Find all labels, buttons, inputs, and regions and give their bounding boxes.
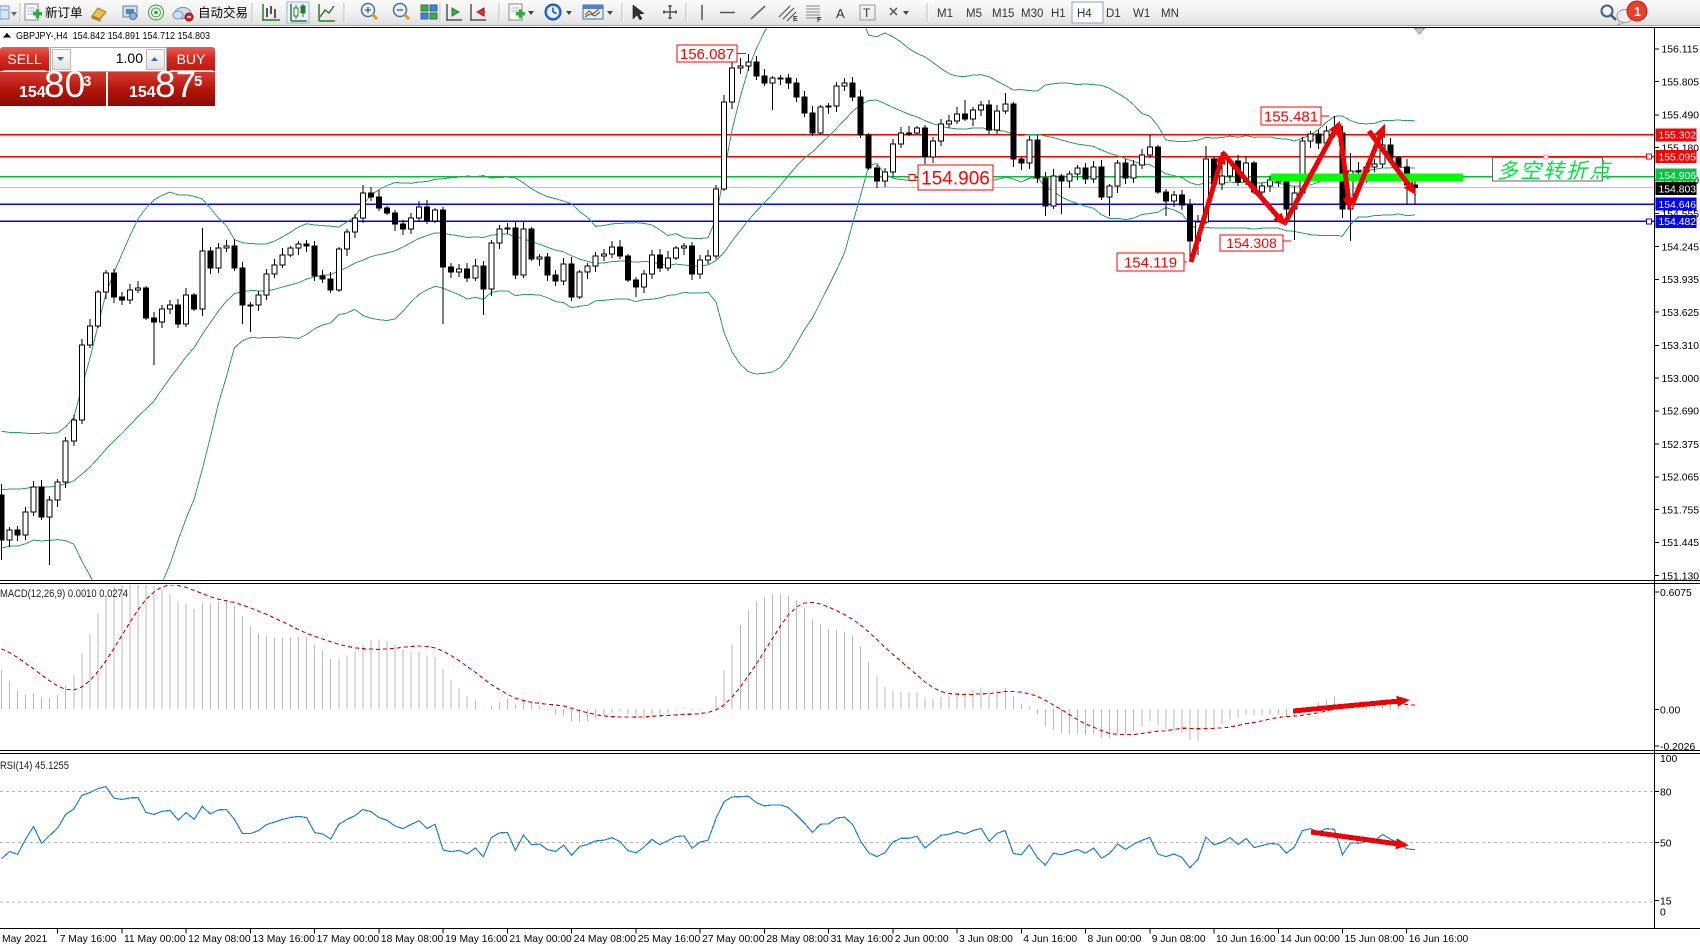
svg-text:155.095: 155.095 bbox=[1659, 152, 1697, 163]
svg-text:新订单: 新订单 bbox=[45, 5, 83, 20]
svg-text:W1: W1 bbox=[1133, 8, 1150, 20]
svg-text:100: 100 bbox=[1660, 754, 1678, 765]
svg-text:11 May 00:00: 11 May 00:00 bbox=[124, 934, 186, 945]
svg-text:80: 80 bbox=[1660, 788, 1672, 799]
svg-text:4 Jun 16:00: 4 Jun 16:00 bbox=[1023, 934, 1077, 945]
svg-text:15 Jun 08:00: 15 Jun 08:00 bbox=[1345, 934, 1405, 945]
svg-text:E: E bbox=[793, 16, 798, 23]
svg-text:GBPJPY-,H4 154.842 154.891 15: GBPJPY-,H4 154.842 154.891 154.712 154.8… bbox=[16, 31, 210, 42]
svg-text:154.482: 154.482 bbox=[1659, 217, 1697, 228]
svg-text:28 May 08:00: 28 May 08:00 bbox=[766, 934, 829, 945]
svg-text:A: A bbox=[836, 6, 845, 21]
svg-text:154.870: 154.870 bbox=[1662, 176, 1700, 187]
svg-text:M15: M15 bbox=[992, 8, 1014, 20]
svg-text:27 May 00:00: 27 May 00:00 bbox=[702, 934, 765, 945]
svg-text:16 Jun 16:00: 16 Jun 16:00 bbox=[1409, 934, 1469, 945]
svg-text:152.690: 152.690 bbox=[1662, 407, 1700, 418]
svg-text:155.481: 155.481 bbox=[1264, 108, 1318, 125]
svg-text:MACD(12,26,9) 0.0010 0.0274: MACD(12,26,9) 0.0010 0.0274 bbox=[0, 588, 128, 600]
svg-text:8 Jun 00:00: 8 Jun 00:00 bbox=[1088, 934, 1142, 945]
svg-text:9 Jun 08:00: 9 Jun 08:00 bbox=[1152, 934, 1206, 945]
svg-text:0.6075: 0.6075 bbox=[1660, 588, 1692, 599]
svg-text:多空转折点: 多空转折点 bbox=[1497, 160, 1612, 183]
svg-text:14 Jun 00:00: 14 Jun 00:00 bbox=[1280, 934, 1340, 945]
svg-text:153.935: 153.935 bbox=[1662, 275, 1700, 286]
svg-text:156.115: 156.115 bbox=[1662, 45, 1699, 56]
svg-text:17 May 00:00: 17 May 00:00 bbox=[317, 934, 380, 945]
svg-text:154.245: 154.245 bbox=[1662, 242, 1700, 253]
svg-text:151.130: 151.130 bbox=[1662, 571, 1700, 582]
svg-text:M5: M5 bbox=[966, 8, 982, 20]
svg-text:2 Jun 00:00: 2 Jun 00:00 bbox=[895, 934, 949, 945]
svg-text:7 May 16:00: 7 May 16:00 bbox=[60, 934, 117, 945]
svg-text:F: F bbox=[817, 17, 822, 24]
svg-text:15: 15 bbox=[1660, 897, 1672, 908]
svg-text:154.646: 154.646 bbox=[1659, 200, 1697, 211]
svg-text:151.445: 151.445 bbox=[1662, 538, 1700, 549]
svg-text:RSI(14) 45.1255: RSI(14) 45.1255 bbox=[0, 760, 69, 772]
svg-text:M1: M1 bbox=[937, 8, 953, 20]
svg-text:154.906: 154.906 bbox=[1659, 171, 1697, 182]
svg-text:156.087: 156.087 bbox=[680, 46, 734, 63]
svg-text:M30: M30 bbox=[1021, 8, 1043, 20]
svg-text:151.755: 151.755 bbox=[1662, 505, 1700, 516]
svg-text:21 May 00:00: 21 May 00:00 bbox=[509, 934, 572, 945]
svg-text:152.375: 152.375 bbox=[1662, 440, 1700, 451]
svg-text:154.803: 154.803 bbox=[1659, 184, 1697, 195]
svg-text:154.906: 154.906 bbox=[921, 168, 990, 189]
svg-text:MN: MN bbox=[1161, 8, 1179, 20]
svg-text:H4: H4 bbox=[1077, 8, 1092, 20]
svg-text:154.308: 154.308 bbox=[1226, 235, 1277, 251]
svg-text:-0.2026: -0.2026 bbox=[1660, 742, 1695, 753]
svg-text:25 May 16:00: 25 May 16:00 bbox=[638, 934, 701, 945]
svg-text:152.065: 152.065 bbox=[1662, 473, 1700, 484]
svg-text:153.625: 153.625 bbox=[1662, 308, 1700, 319]
svg-text:153.000: 153.000 bbox=[1662, 374, 1700, 385]
svg-text:31 May 16:00: 31 May 16:00 bbox=[831, 934, 894, 945]
svg-text:155.180: 155.180 bbox=[1662, 143, 1700, 154]
svg-text:12 May 08:00: 12 May 08:00 bbox=[188, 934, 251, 945]
svg-text:155.805: 155.805 bbox=[1662, 77, 1700, 88]
svg-text:13 May 16:00: 13 May 16:00 bbox=[252, 934, 315, 945]
svg-text:50: 50 bbox=[1660, 839, 1672, 850]
svg-text:153.310: 153.310 bbox=[1662, 341, 1700, 352]
svg-text:3 Jun 08:00: 3 Jun 08:00 bbox=[959, 934, 1013, 945]
svg-text:0.00: 0.00 bbox=[1660, 706, 1680, 717]
svg-text:10 Jun 16:00: 10 Jun 16:00 bbox=[1216, 934, 1276, 945]
svg-text:D1: D1 bbox=[1106, 8, 1121, 20]
svg-text:自动交易: 自动交易 bbox=[198, 5, 248, 20]
svg-text:0: 0 bbox=[1660, 907, 1666, 918]
svg-text:1: 1 bbox=[1634, 5, 1641, 19]
svg-text:155.490: 155.490 bbox=[1662, 111, 1700, 122]
svg-text:T: T bbox=[863, 6, 871, 20]
svg-text:18 May 08:00: 18 May 08:00 bbox=[381, 934, 444, 945]
svg-text:H1: H1 bbox=[1051, 8, 1066, 20]
svg-text:154.119: 154.119 bbox=[1124, 254, 1177, 271]
svg-text:19 May 16:00: 19 May 16:00 bbox=[445, 934, 508, 945]
svg-text:May 2021: May 2021 bbox=[2, 934, 47, 945]
svg-text:24 May 08:00: 24 May 08:00 bbox=[574, 934, 637, 945]
svg-text:155.302: 155.302 bbox=[1659, 131, 1697, 142]
